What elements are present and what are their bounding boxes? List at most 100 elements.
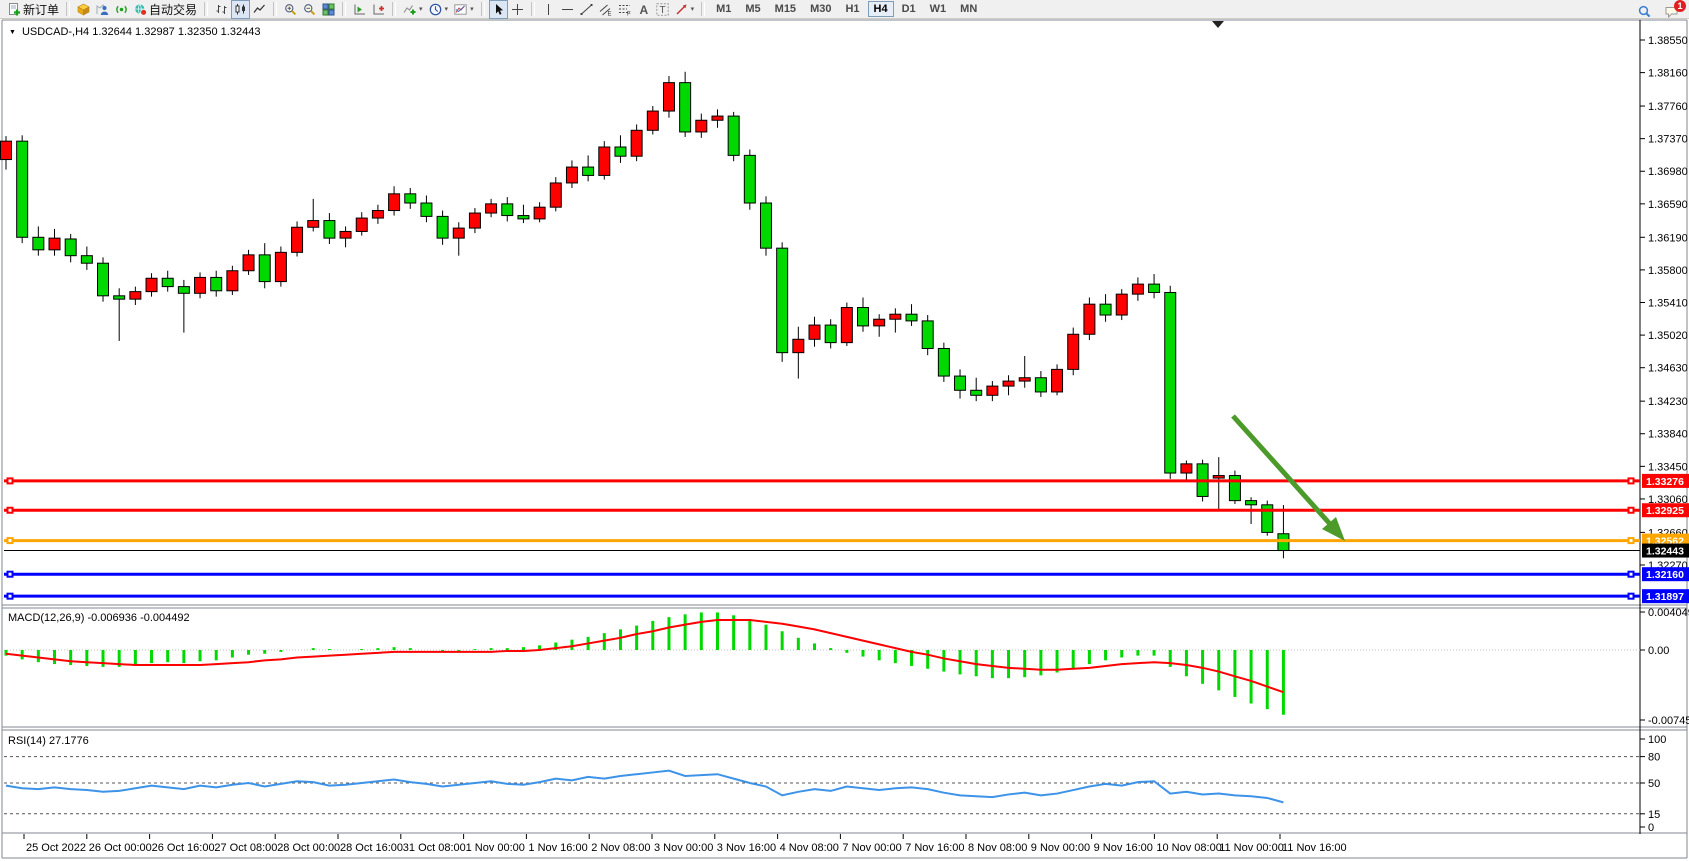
svg-text:1.36980: 1.36980 bbox=[1648, 166, 1688, 178]
toolbar-right-group: 1 bbox=[1635, 0, 1686, 21]
candlestick-icon bbox=[235, 3, 246, 14]
timeframe-m15-button[interactable]: M15 bbox=[774, 3, 797, 15]
svg-text:1.33060: 1.33060 bbox=[1648, 494, 1688, 506]
svg-text:7 Nov 00:00: 7 Nov 00:00 bbox=[842, 842, 901, 854]
timeframe-m1-button[interactable]: M1 bbox=[716, 3, 732, 15]
svg-text:25 Oct 2022: 25 Oct 2022 bbox=[26, 842, 86, 854]
search-icon bbox=[1638, 5, 1651, 18]
svg-text:1.35410: 1.35410 bbox=[1648, 297, 1688, 309]
timeframe-m30-button[interactable]: M30 bbox=[810, 3, 832, 15]
chart-collapse-icon[interactable]: ▼ bbox=[9, 28, 16, 36]
chart-shift-button[interactable] bbox=[369, 0, 388, 19]
svg-text:1.34630: 1.34630 bbox=[1648, 363, 1688, 375]
svg-text:9 Nov 00:00: 9 Nov 00:00 bbox=[1031, 842, 1090, 854]
svg-text:15: 15 bbox=[1648, 809, 1660, 821]
templates-button[interactable]: ▾ bbox=[451, 0, 477, 19]
svg-text:F: F bbox=[627, 11, 631, 16]
svg-text:1.38550: 1.38550 bbox=[1648, 35, 1688, 47]
svg-text:100: 100 bbox=[1648, 734, 1666, 746]
new-order-button[interactable]: 新订单 bbox=[5, 0, 62, 19]
rsi-indicator bbox=[5, 769, 1284, 804]
svg-text:T: T bbox=[659, 5, 665, 16]
fibonacci-icon: F bbox=[618, 4, 631, 16]
search-button[interactable] bbox=[1635, 2, 1654, 21]
chart-shift-marker bbox=[1212, 21, 1224, 28]
timeframe-m5-button[interactable]: M5 bbox=[745, 3, 761, 15]
styler-button[interactable] bbox=[74, 0, 93, 19]
person-chart-icon bbox=[96, 3, 109, 15]
indicators-button[interactable]: ▾ bbox=[400, 0, 426, 19]
bar-chart-mode-button[interactable] bbox=[212, 0, 231, 19]
text-label-button[interactable]: T bbox=[653, 0, 672, 19]
svg-text:1.32925: 1.32925 bbox=[1646, 505, 1684, 517]
auto-trading-label: 自动交易 bbox=[149, 2, 198, 17]
timeframe-w1-button[interactable]: W1 bbox=[929, 3, 947, 15]
equidistant-channel-button[interactable]: E bbox=[596, 0, 615, 19]
auto-trading-button[interactable]: 自动交易 bbox=[131, 0, 200, 19]
svg-text:80: 80 bbox=[1648, 752, 1660, 764]
timeframe-h4-button[interactable]: H4 bbox=[867, 1, 894, 17]
candlestick-series bbox=[0, 71, 1290, 559]
svg-text:7 Nov 16:00: 7 Nov 16:00 bbox=[905, 842, 964, 854]
cursor-button[interactable] bbox=[488, 0, 508, 19]
candlestick-mode-button[interactable] bbox=[231, 0, 251, 19]
fibonacci-button[interactable]: F bbox=[615, 0, 634, 19]
notification-badge: 1 bbox=[1674, 0, 1686, 12]
timeframe-h1-button[interactable]: H1 bbox=[845, 3, 860, 15]
auto-scroll-button[interactable] bbox=[350, 0, 369, 19]
text-button[interactable]: A bbox=[634, 0, 653, 19]
template-icon bbox=[454, 3, 467, 15]
chevron-down-icon: ▾ bbox=[444, 6, 449, 13]
svg-text:1.33276: 1.33276 bbox=[1646, 476, 1684, 488]
horizontal-line-button[interactable] bbox=[558, 0, 577, 19]
globe-icon bbox=[135, 3, 147, 16]
channel-icon: E bbox=[599, 4, 611, 16]
svg-text:9 Nov 16:00: 9 Nov 16:00 bbox=[1094, 842, 1153, 854]
tile-windows-icon bbox=[322, 3, 335, 15]
svg-text:0.004049: 0.004049 bbox=[1648, 607, 1689, 619]
toolbar: 新订单 自动交易 ▾ ▾ ▾ E F A T ▾ M1 M5 M15 M30 H1 H4 D1 W1 MN 1 bbox=[0, 0, 1689, 19]
line-chart-mode-button[interactable] bbox=[250, 0, 269, 19]
vertical-line-button[interactable] bbox=[539, 0, 558, 19]
svg-text:28 Oct 00:00: 28 Oct 00:00 bbox=[277, 842, 340, 854]
timeframe-d1-button[interactable]: D1 bbox=[901, 3, 916, 15]
bar-chart-icon bbox=[216, 4, 227, 14]
add-indicator-icon bbox=[403, 4, 416, 14]
tile-windows-button[interactable] bbox=[319, 0, 338, 19]
svg-text:1.34230: 1.34230 bbox=[1648, 396, 1688, 408]
toolbar-separator bbox=[480, 2, 485, 16]
svg-text:1.35800: 1.35800 bbox=[1648, 265, 1688, 277]
down-arrow-annotation bbox=[1231, 414, 1345, 541]
alerts-button[interactable] bbox=[112, 0, 131, 19]
zoom-in-button[interactable] bbox=[281, 0, 300, 19]
svg-text:11 Nov 00:00: 11 Nov 00:00 bbox=[1219, 842, 1284, 854]
svg-text:1.37760: 1.37760 bbox=[1648, 101, 1688, 113]
svg-text:1.32443: 1.32443 bbox=[1646, 546, 1684, 558]
chevron-down-icon: ▾ bbox=[470, 6, 474, 13]
svg-text:4 Nov 08:00: 4 Nov 08:00 bbox=[780, 842, 839, 854]
macd-indicator bbox=[4, 612, 1285, 715]
trendline-button[interactable] bbox=[577, 0, 596, 19]
svg-text:27 Oct 08:00: 27 Oct 08:00 bbox=[214, 842, 277, 854]
cursor-icon bbox=[495, 3, 503, 15]
svg-text:1.35020: 1.35020 bbox=[1648, 330, 1688, 342]
vertical-line-icon bbox=[547, 3, 549, 15]
svg-text:1.33840: 1.33840 bbox=[1648, 429, 1688, 441]
toolbar-separator bbox=[204, 2, 209, 16]
svg-text:50: 50 bbox=[1648, 778, 1660, 790]
zoom-out-button[interactable] bbox=[300, 0, 319, 19]
arrows-button[interactable]: ▾ bbox=[672, 0, 698, 19]
zoom-in-icon bbox=[285, 3, 297, 15]
sonar-icon bbox=[116, 5, 127, 13]
crosshair-button[interactable] bbox=[508, 0, 527, 19]
toolbar-separator bbox=[66, 2, 71, 16]
periods-button[interactable]: ▾ bbox=[426, 0, 452, 19]
svg-text:E: E bbox=[607, 11, 611, 16]
notifications-button[interactable]: 1 bbox=[1662, 0, 1686, 21]
new-order-icon bbox=[9, 2, 20, 15]
time-axis: 25 Oct 2022 26 Oct 00:00 26 Oct 16:00 27 Oc… bbox=[23, 834, 1347, 854]
toolbar-separator bbox=[273, 2, 278, 16]
timeframe-mn-button[interactable]: MN bbox=[960, 3, 978, 15]
profile-button[interactable] bbox=[93, 0, 112, 19]
